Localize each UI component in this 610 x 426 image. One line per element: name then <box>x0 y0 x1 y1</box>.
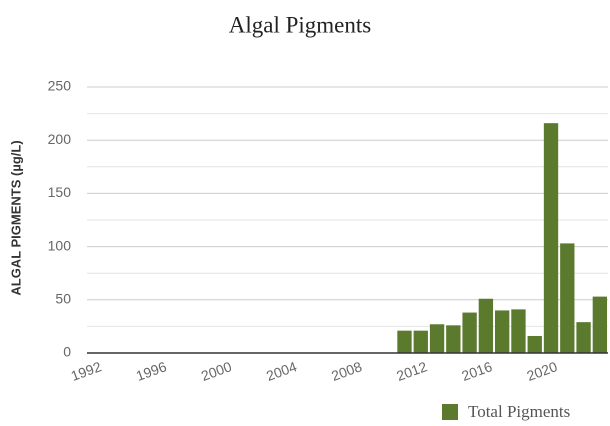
y-tick-label: 250 <box>48 78 72 94</box>
bar <box>576 322 591 353</box>
bar <box>592 296 608 353</box>
legend-label: Total Pigments <box>468 402 570 421</box>
x-tick-label: 2012 <box>394 358 429 384</box>
bar <box>397 330 412 353</box>
y-tick-label: 50 <box>55 291 71 307</box>
bar <box>560 243 575 353</box>
bar <box>495 310 510 353</box>
x-tick-label: 2020 <box>525 358 560 384</box>
bar <box>527 335 542 353</box>
chart-title: Algal Pigments <box>229 12 372 37</box>
bar <box>511 309 526 353</box>
y-tick-label: 100 <box>48 237 72 253</box>
x-tick-label: 2008 <box>329 358 364 384</box>
y-tick-label: 150 <box>48 184 72 200</box>
y-tick-label: 200 <box>48 131 72 147</box>
x-tick-label: 2016 <box>459 358 494 384</box>
bar <box>478 298 494 353</box>
legend-swatch <box>442 404 458 420</box>
bar <box>543 123 559 354</box>
bar <box>462 312 477 353</box>
x-tick-label: 1992 <box>69 358 104 384</box>
y-tick-label: 0 <box>63 344 71 360</box>
x-tick-label: 1996 <box>134 358 169 384</box>
x-tick-label: 2004 <box>264 358 299 384</box>
bar <box>429 324 445 353</box>
bar <box>446 325 461 353</box>
x-tick-label: 2000 <box>199 358 234 384</box>
bar <box>413 330 428 353</box>
y-axis-label: ALGAL PIGMENTS (µg/L) <box>8 140 23 295</box>
